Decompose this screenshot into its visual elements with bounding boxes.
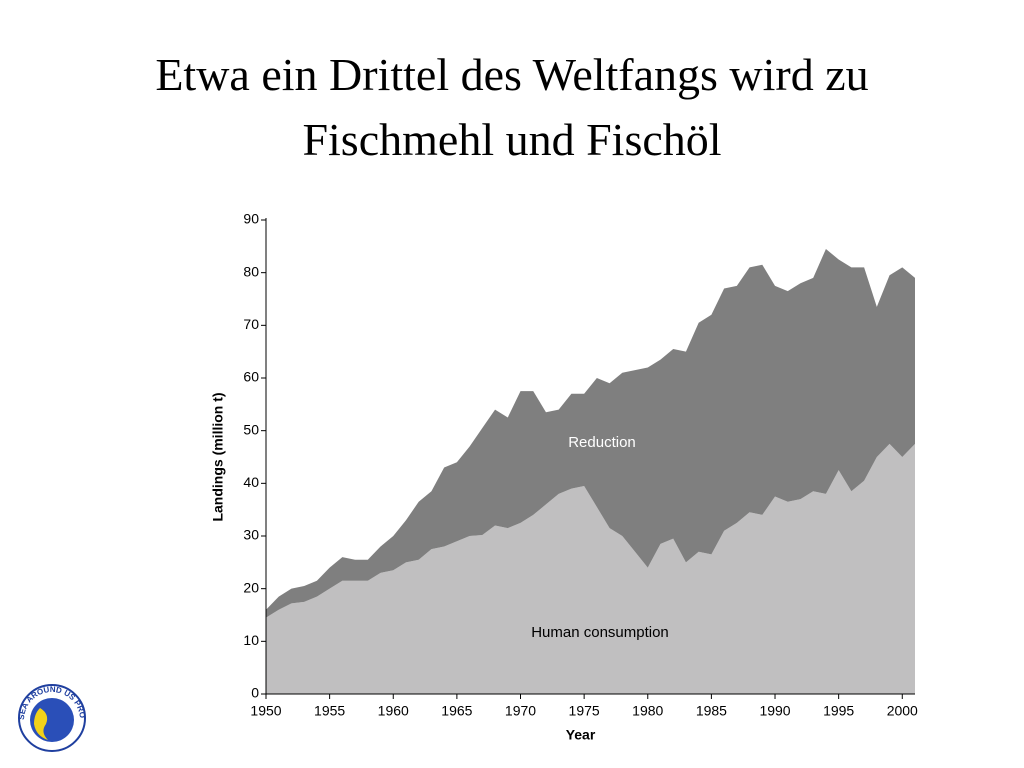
y-tick-label: 40 xyxy=(243,474,259,490)
title-line-2: Fischmehl und Fischöl xyxy=(302,114,721,165)
y-tick-label: 0 xyxy=(251,685,259,701)
y-axis-label: Landings (million t) xyxy=(210,392,226,521)
x-axis-label: Year xyxy=(566,727,596,743)
x-tick-label: 1995 xyxy=(823,703,854,719)
logo-text-path: SEA AROUND US PROJECT xyxy=(0,0,87,720)
y-tick-label: 90 xyxy=(243,211,259,227)
y-tick-label: 50 xyxy=(243,421,259,437)
area-label: Reduction xyxy=(568,434,636,451)
logo-text: SEA AROUND US PROJECT xyxy=(0,0,87,720)
x-tick-label: 2000 xyxy=(887,703,918,719)
area xyxy=(266,443,915,694)
y-tick-label: 60 xyxy=(243,369,259,385)
y-tick-label: 70 xyxy=(243,316,259,332)
x-tick-label: 1975 xyxy=(569,703,600,719)
y-tick-label: 20 xyxy=(243,579,259,595)
title-line-1: Etwa ein Drittel des Weltfangs wird zu xyxy=(155,49,868,100)
y-tick-label: 30 xyxy=(243,527,259,543)
area xyxy=(266,248,915,618)
y-tick-label: 10 xyxy=(243,632,259,648)
x-tick-label: 1965 xyxy=(441,703,472,719)
x-tick-label: 1955 xyxy=(314,703,345,719)
x-tick-label: 1990 xyxy=(759,703,790,719)
area-label: Human consumption xyxy=(531,624,669,641)
logo-land xyxy=(34,708,48,740)
x-tick-label: 1960 xyxy=(378,703,409,719)
logo: SEA AROUND US PROJECT xyxy=(0,0,87,752)
x-tick-label: 1985 xyxy=(696,703,727,719)
x-tick-label: 1970 xyxy=(505,703,536,719)
y-tick-label: 80 xyxy=(243,263,259,279)
x-tick-label: 1950 xyxy=(250,703,281,719)
x-tick-label: 1980 xyxy=(632,703,663,719)
